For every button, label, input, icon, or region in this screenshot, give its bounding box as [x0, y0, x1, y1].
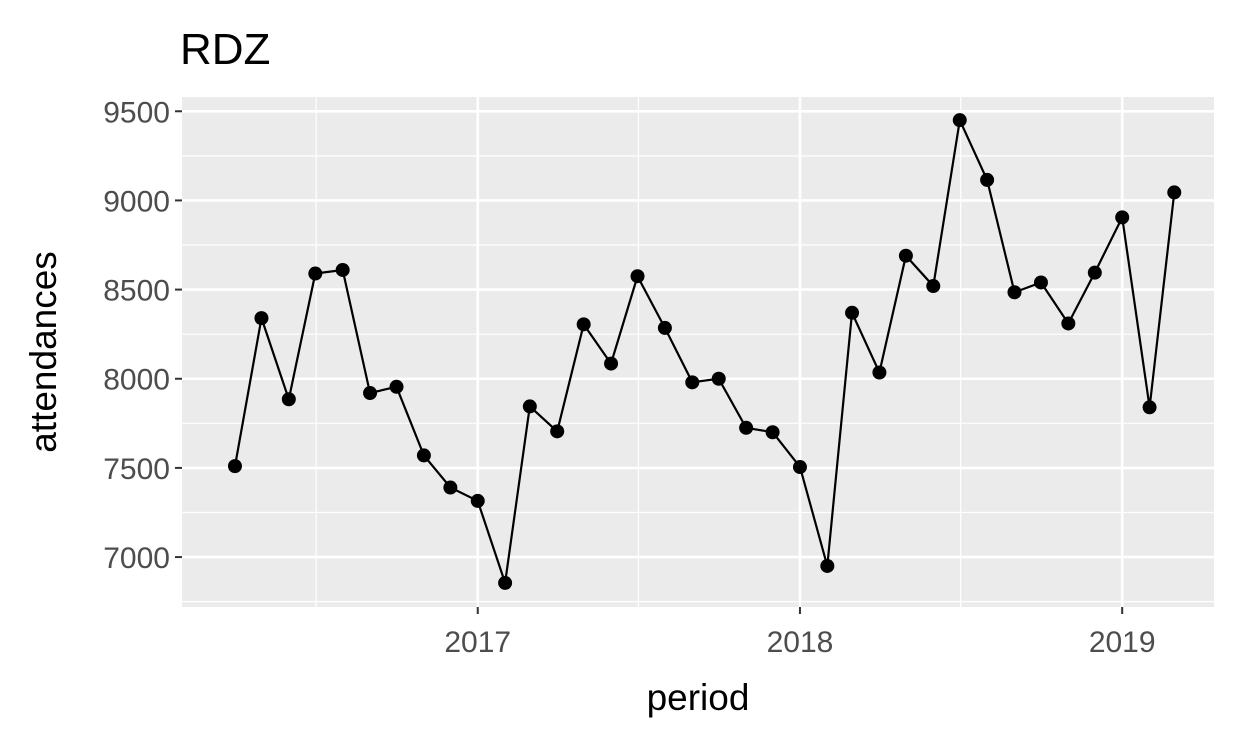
data-point	[872, 365, 887, 380]
major-gridlines-x	[476, 97, 1124, 607]
data-point	[1033, 275, 1048, 290]
y-tick-label: 8000	[103, 364, 170, 397]
data-point	[576, 317, 591, 332]
data-point	[820, 558, 835, 573]
y-tick-label: 8500	[103, 275, 170, 308]
data-point	[470, 493, 485, 508]
y-tick-label: 7500	[103, 453, 170, 486]
data-point	[389, 379, 404, 394]
chart-title: RDZ	[180, 25, 270, 74]
data-point	[281, 392, 296, 407]
minor-gridlines-y	[182, 155, 1214, 603]
data-point	[898, 248, 913, 263]
data-point	[845, 305, 860, 320]
data-point	[604, 356, 619, 371]
data-point	[498, 575, 513, 590]
data-point	[657, 320, 672, 335]
data-point	[926, 279, 941, 294]
data-point	[630, 269, 645, 284]
data-point	[416, 448, 431, 463]
x-axis: 2017 2018 2019	[444, 607, 1156, 659]
x-tick-label: 2018	[767, 626, 834, 659]
series-points	[227, 113, 1182, 590]
data-point	[335, 262, 350, 277]
data-point	[739, 420, 754, 435]
data-point	[685, 375, 700, 390]
data-point	[550, 424, 565, 439]
major-gridlines-y	[182, 109, 1214, 559]
y-axis-title: attendances	[23, 251, 64, 453]
x-tick-label: 2017	[444, 626, 511, 659]
data-point	[711, 371, 726, 386]
data-point	[254, 311, 269, 326]
data-point	[792, 460, 807, 475]
data-point	[1061, 316, 1076, 331]
data-point	[1115, 210, 1130, 225]
y-tick-label: 9000	[103, 185, 170, 218]
data-point	[443, 480, 458, 495]
data-point	[765, 425, 780, 440]
data-point	[952, 113, 967, 128]
y-tick-label: 9500	[103, 96, 170, 129]
data-point	[980, 172, 995, 187]
data-point	[1167, 185, 1182, 200]
data-point	[1142, 400, 1157, 415]
data-point	[363, 386, 378, 401]
y-axis: 7000 7500 8000 8500 9000 9500	[103, 96, 182, 575]
plot-panel	[182, 97, 1214, 607]
minor-gridlines-x	[315, 97, 962, 607]
x-axis-title: period	[647, 677, 750, 718]
data-point	[1007, 285, 1022, 300]
x-tick-label: 2019	[1089, 626, 1156, 659]
data-point	[308, 266, 323, 281]
y-tick-label: 7000	[103, 542, 170, 575]
data-point	[227, 459, 242, 474]
data-point	[522, 399, 537, 414]
data-point	[1087, 265, 1102, 280]
